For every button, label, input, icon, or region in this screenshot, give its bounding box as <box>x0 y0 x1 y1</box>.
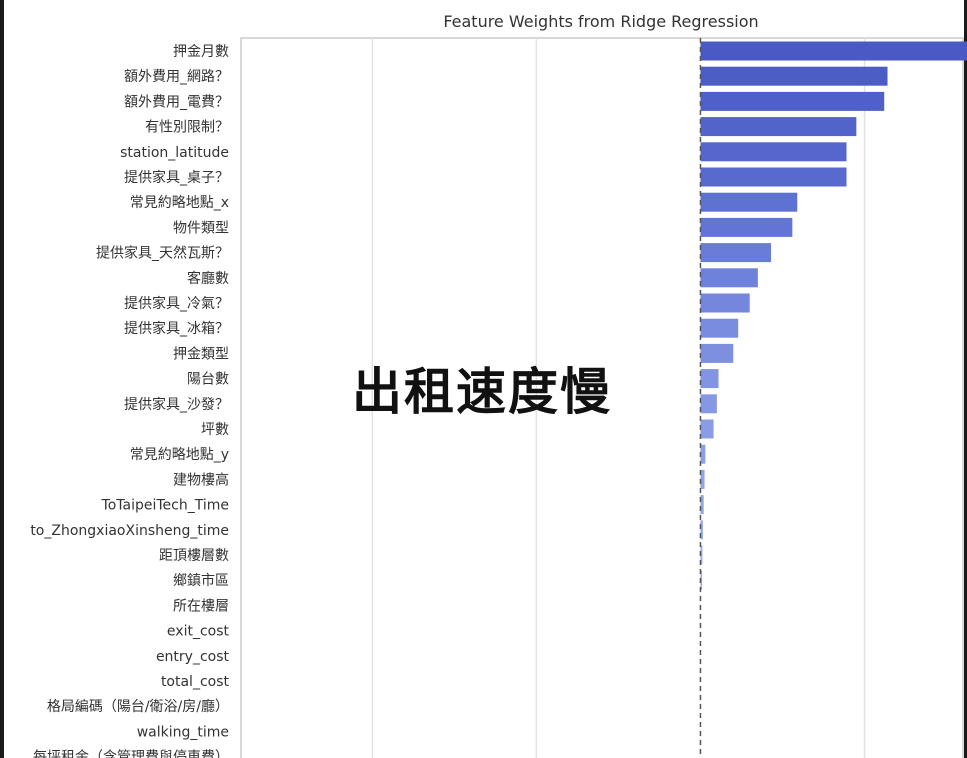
bar-6 <box>700 192 798 212</box>
bar-12 <box>700 343 734 363</box>
category-label-14: 提供家具_沙發？ <box>124 396 229 413</box>
bar-1 <box>700 66 888 86</box>
bar-19 <box>700 520 703 540</box>
category-label-9: 客廳數 <box>187 270 229 287</box>
bar-11 <box>700 318 739 338</box>
category-label-11: 提供家具_冰箱？ <box>124 320 229 337</box>
category-label-25: total_cost <box>161 674 230 690</box>
category-label-28: 每坪租金（含管理費與停車費） <box>33 749 229 758</box>
category-label-2: 額外費用_電費？ <box>124 94 229 110</box>
category-label-7: 物件類型 <box>173 220 229 236</box>
bar-8 <box>700 243 772 263</box>
overlay-annotation: 出租速度慢 <box>352 363 612 421</box>
category-label-6: 常見約略地點_x <box>130 195 229 211</box>
category-label-27: walking_time <box>137 724 229 740</box>
bar-18 <box>700 495 704 515</box>
grid-lines <box>240 37 964 758</box>
bar-17 <box>700 469 705 489</box>
bar-13 <box>700 369 719 389</box>
chart-title: Feature Weights from Ridge Regression <box>443 12 758 31</box>
bar-16 <box>700 444 706 464</box>
category-label-17: 建物樓高 <box>173 471 229 488</box>
bar-21 <box>700 570 703 590</box>
category-label-24: entry_cost <box>156 649 230 665</box>
category-label-23: exit_cost <box>167 624 230 640</box>
right-frame-edge <box>964 0 967 758</box>
category-label-19: to_ZhongxiaoXinsheng_time <box>30 523 229 539</box>
bar-5 <box>700 167 847 187</box>
category-label-21: 鄉鎮市區 <box>173 572 229 589</box>
category-label-26: 格局編碼（陽台/衛浴/房/廳） <box>47 698 229 715</box>
category-label-8: 提供家具_天然瓦斯？ <box>96 245 229 262</box>
category-label-1: 額外費用_網路？ <box>124 69 229 85</box>
bar-0 <box>700 41 967 61</box>
bars <box>699 38 967 758</box>
bar-7 <box>700 217 793 237</box>
category-label-13: 陽台數 <box>187 372 229 388</box>
category-label-0: 押金月數 <box>173 44 229 60</box>
bar-3 <box>700 117 857 137</box>
category-label-16: 常見約略地點_y <box>130 447 229 463</box>
bar-9 <box>700 268 758 288</box>
category-label-5: 提供家具_桌子？ <box>124 169 229 186</box>
bar-20 <box>700 545 703 565</box>
category-label-4: station_latitude <box>120 145 229 161</box>
category-label-18: ToTaipeiTech_Time <box>101 498 229 514</box>
category-label-10: 提供家具_冷氣？ <box>124 295 229 312</box>
category-label-15: 坪數 <box>201 422 229 438</box>
category-label-3: 有性別限制？ <box>145 120 229 136</box>
category-label-12: 押金類型 <box>173 346 229 362</box>
category-label-22: 所在樓層 <box>173 598 229 614</box>
category-label-20: 距頂樓層數 <box>159 548 229 564</box>
bar-15 <box>700 419 714 439</box>
bar-14 <box>700 394 717 414</box>
plot-frame <box>240 37 964 758</box>
bar-2 <box>700 91 885 111</box>
bar-4 <box>700 142 847 162</box>
left-frame-edge <box>0 0 4 758</box>
bar-10 <box>700 293 750 313</box>
